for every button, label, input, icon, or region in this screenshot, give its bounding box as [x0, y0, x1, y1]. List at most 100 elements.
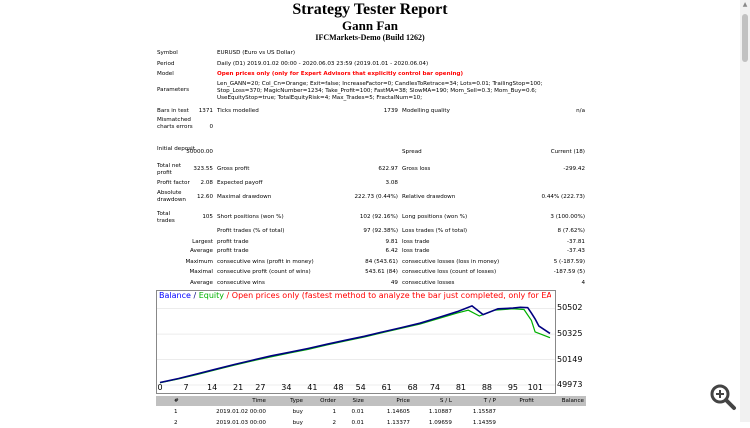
bars-value: 1371 [198, 108, 213, 114]
long-positions-value: 3 (100.00%) [550, 214, 585, 220]
quality-value: n/a [576, 108, 585, 114]
profit-factor-label: Profit factor [157, 180, 190, 186]
parameters-label: Parameters [157, 87, 190, 93]
table-cell: 2 [332, 420, 336, 426]
x-tick-label: 81 [455, 383, 467, 392]
table-row: 1 2019.01.02 00:00 buy 1 0.01 1.14605 1.10887 1… [156, 407, 586, 417]
maximal-cons-loss-label: consecutive loss (count of losses) [402, 269, 497, 275]
table-cell: 1.10887 [428, 409, 452, 415]
chart-legend: Balance / Equity / Open prices only (fas… [159, 291, 551, 301]
bars-label: Bars in test [157, 108, 189, 114]
legend-equity: Equity [198, 291, 224, 300]
gross-profit-value: 622.97 [378, 166, 398, 172]
scrollbar-thumb[interactable] [742, 14, 748, 62]
table-cell: 1.09659 [428, 420, 452, 426]
rel-drawdown-label: Relative drawdown [402, 194, 456, 200]
x-tick-label: 54 [355, 383, 366, 392]
table-cell: 2019.01.02 00:00 [216, 409, 266, 415]
total-trades-label: Total trades [157, 211, 175, 224]
spread-label: Spread [402, 149, 422, 155]
maximal-label: Maximal [189, 269, 213, 275]
x-tick-label: 21 [233, 383, 244, 392]
largest-profit-label: profit trade [217, 239, 249, 245]
table-cell: 0.01 [351, 420, 364, 426]
x-tick-label: 74 [429, 383, 441, 392]
gross-profit-label: Gross profit [217, 166, 250, 172]
table-header-cell: Price [396, 398, 410, 404]
short-positions-value: 102 (92.16%) [359, 214, 398, 220]
table-header-cell: Balance [561, 398, 584, 404]
quality-label: Modelling quality [402, 108, 450, 114]
ticks-label: Ticks modelled [217, 108, 259, 114]
table-cell: 1 [174, 409, 178, 415]
y-tick-label: 49973 [557, 380, 583, 389]
table-header-cell: T / P [483, 398, 496, 404]
average-loss-label: loss trade [402, 248, 430, 254]
profit-trades-value: 97 (92.38%) [363, 228, 398, 234]
table-header-cell: Type [290, 398, 303, 404]
max-cons-losses-value: 5 (-187.59) [553, 259, 585, 265]
maximal-cons-profit-label: consecutive profit (count of wins) [217, 269, 311, 275]
largest-label: Largest [192, 239, 213, 245]
balance-line [159, 304, 551, 384]
report-title: Strategy Tester Report [292, 1, 448, 18]
x-tick-label: 68 [407, 383, 418, 392]
legend-model-note: / Open prices only (fastest method to an… [226, 291, 551, 300]
symbol-value: EURUSD (Euro vs US Dollar) [217, 50, 296, 56]
x-tick-label: 7 [183, 383, 189, 392]
table-row: 2 2019.01.03 00:00 buy 2 0.01 1.13377 1.09659 1… [156, 418, 586, 428]
maximal-cons-loss-value: -187.59 (5) [553, 269, 585, 275]
table-header-row: # Time Type Order Size Price S / L T / P Profit B… [156, 396, 586, 406]
total-trades-value: 105 [202, 214, 213, 220]
ticks-value: 1739 [383, 108, 398, 114]
avg-cons-label: Average [190, 280, 213, 286]
table-header-cell: # [174, 398, 179, 404]
table-cell: 2019.01.03 00:00 [216, 420, 266, 426]
avg-cons-wins-value: 49 [390, 280, 398, 286]
average-profit-value: 6.42 [385, 248, 398, 254]
expert-name: Gann Fan [342, 18, 398, 33]
spread-value: Current (18) [550, 149, 585, 155]
chart-plot-area [157, 304, 555, 386]
largest-profit-value: 9.81 [385, 239, 398, 245]
x-tick-label: 88 [481, 383, 493, 392]
table-cell: 1 [332, 409, 336, 415]
x-tick-label: 34 [281, 383, 292, 392]
table-header-cell: Order [320, 398, 336, 404]
vertical-scrollbar[interactable] [740, 0, 750, 422]
profit-trades-label: Profit trades (% of total) [217, 228, 285, 234]
table-cell: 2 [174, 420, 178, 426]
period-label: Period [157, 61, 175, 67]
scroll-up-arrow-icon[interactable]: ▲ [742, 1, 748, 8]
max-drawdown-label: Maximal drawdown [217, 194, 272, 200]
table-cell: buy [292, 409, 303, 415]
max-cons-wins-label: consecutive wins (profit in money) [217, 259, 314, 265]
net-profit-value: 323.55 [193, 166, 213, 172]
net-profit-label: Total net profit [157, 163, 182, 176]
initial-deposit-label: Initial deposit [157, 146, 195, 152]
avg-cons-wins-label: consecutive wins [217, 280, 265, 286]
x-tick-label: 0 [157, 383, 163, 392]
table-header-cell: Profit [519, 398, 534, 404]
avg-cons-losses-label: consecutive losses [402, 280, 455, 286]
x-tick-label: 95 [507, 383, 519, 392]
y-tick-label: 50325 [557, 329, 583, 339]
expected-payoff-value: 3.08 [385, 180, 398, 186]
average-label: Average [190, 248, 213, 254]
abs-drawdown-value: 12.60 [196, 194, 213, 200]
average-profit-label: profit trade [217, 248, 249, 254]
table-cell: 0.01 [351, 409, 364, 415]
y-tick-label: 50502 [557, 303, 583, 313]
zoom-in-icon[interactable] [706, 380, 740, 414]
equity-line [159, 308, 551, 384]
x-tick-label: 14 [207, 383, 218, 392]
period-value: Daily (D1) 2019.01.02 00:00 - 2020.06.03… [217, 61, 429, 67]
table-header-cell: Time [252, 398, 266, 404]
max-cons-wins-value: 84 (543.61) [365, 259, 398, 265]
maximal-cons-profit-value: 543.61 (84) [365, 269, 398, 275]
loss-trades-value: 8 (7.62%) [557, 228, 585, 234]
initial-deposit-value: 50000.00 [186, 149, 213, 155]
legend-separator: / [190, 291, 199, 300]
x-tick-label: 27 [255, 383, 266, 392]
parameters-value: Len_GANN=20; Col_Cn=Orange; Exit=false; … [217, 81, 543, 101]
